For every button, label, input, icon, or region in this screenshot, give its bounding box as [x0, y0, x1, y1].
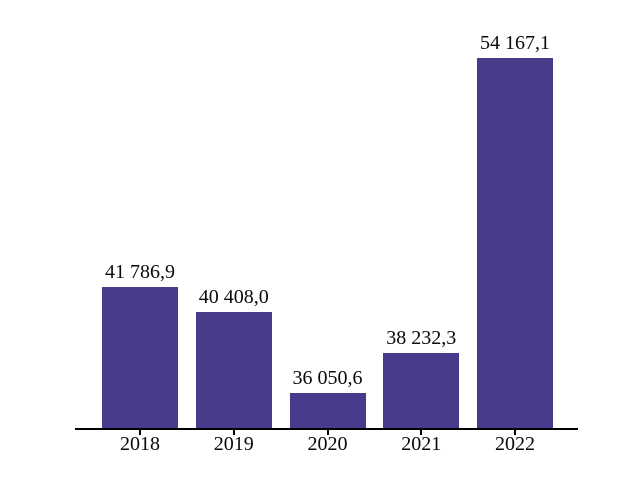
x-axis-tick	[420, 430, 423, 435]
bar-2019	[195, 312, 272, 428]
x-axis-tick	[514, 430, 516, 435]
x-tick-label-2020: 2020	[307, 433, 348, 455]
value-label: 36 050,6	[292, 367, 363, 389]
x-tick-label-2022: 2022	[495, 433, 535, 455]
bar-2021	[383, 353, 460, 428]
x-tick-label-2018: 2018	[120, 433, 160, 455]
bar-2022	[477, 58, 553, 428]
value-label: 54 167,1	[480, 32, 550, 54]
x-tick-label-2019: 2019	[213, 433, 254, 455]
value-label: 38 232,3	[386, 327, 457, 349]
x-tick-label-2021: 2021	[401, 433, 442, 455]
value-label: 40 408,0	[198, 286, 269, 308]
bar-2020	[289, 393, 366, 428]
x-axis-tick	[139, 430, 141, 435]
x-axis-tick	[232, 430, 235, 435]
bar-2018	[102, 287, 178, 428]
x-axis-tick	[326, 430, 329, 435]
x-axis-line	[75, 428, 578, 430]
value-label: 41 786,9	[105, 261, 175, 283]
